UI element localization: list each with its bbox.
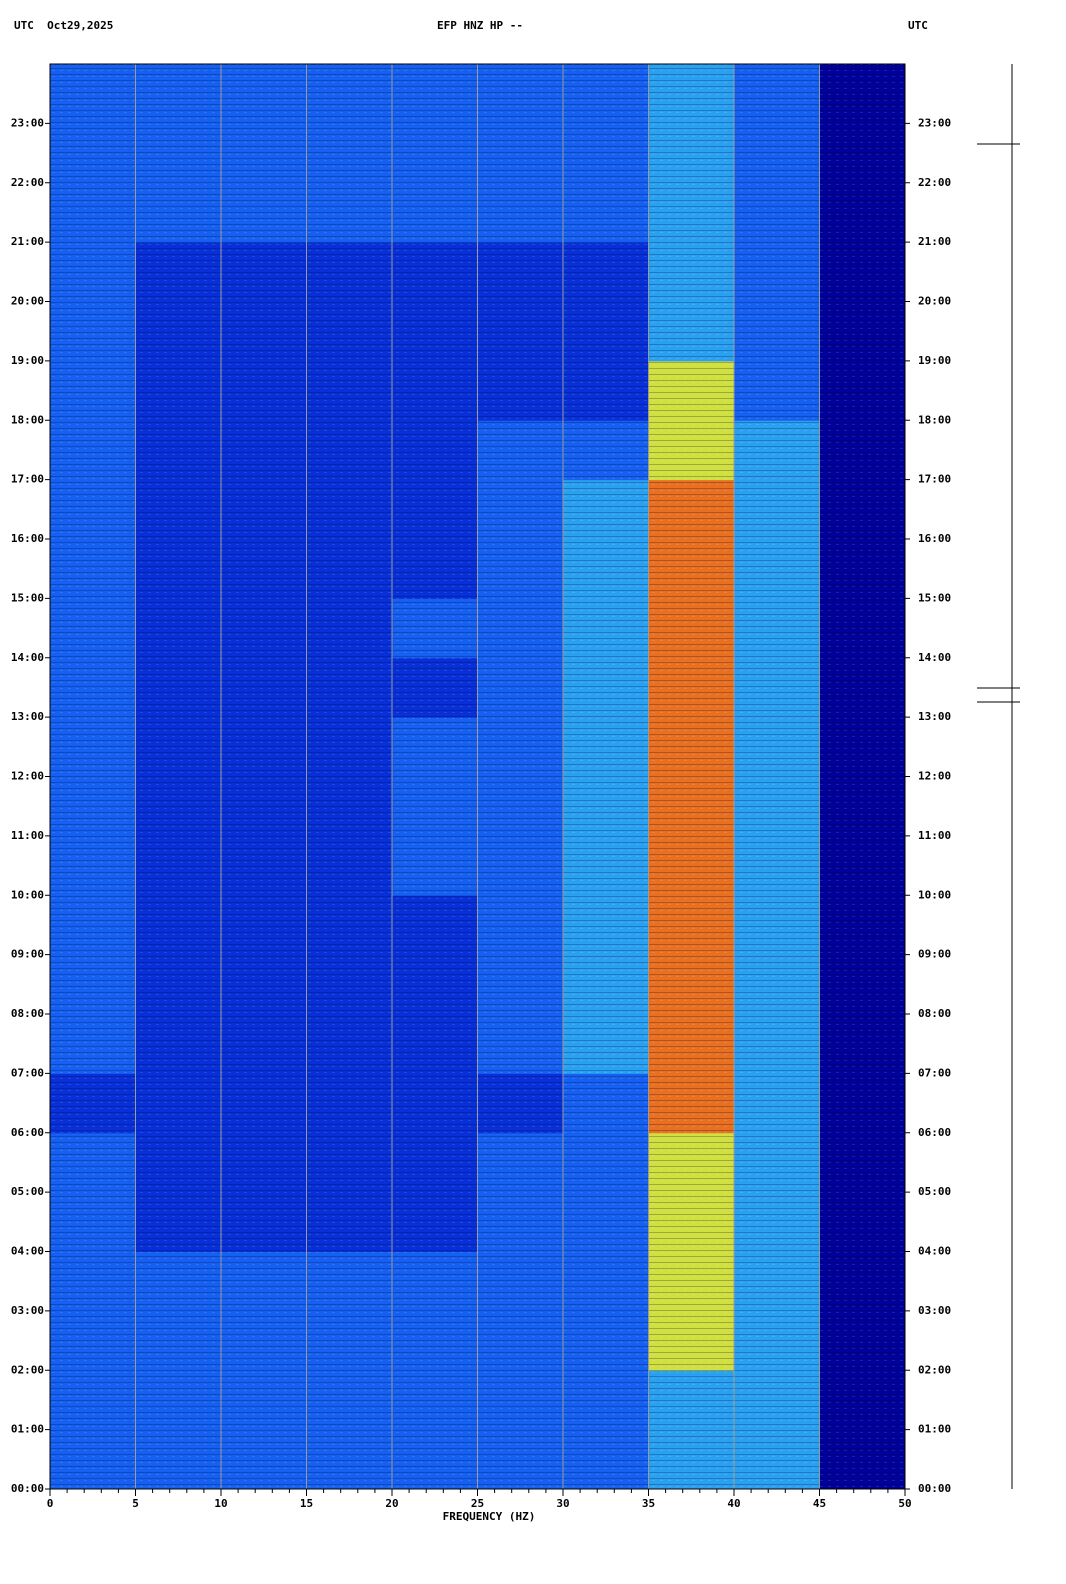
- y-tick-label-right: 08:00: [918, 1007, 951, 1020]
- x-tick-label: 30: [556, 1497, 569, 1510]
- trace: [977, 64, 1020, 1489]
- header-right: UTC: [908, 19, 928, 32]
- y-tick-label-right: 17:00: [918, 473, 951, 486]
- y-tick-label: 10:00: [11, 888, 44, 901]
- y-tick-label: 08:00: [11, 1007, 44, 1020]
- y-tick-label: 05:00: [11, 1185, 44, 1198]
- y-tick-label: 01:00: [11, 1423, 44, 1436]
- y-tick-label-right: 02:00: [918, 1363, 951, 1376]
- x-tick-label: 45: [813, 1497, 826, 1510]
- x-tick-label: 15: [300, 1497, 313, 1510]
- y-tick-label-right: 00:00: [918, 1482, 951, 1495]
- y-tick-label-right: 23:00: [918, 116, 951, 129]
- x-tick-label: 5: [132, 1497, 139, 1510]
- y-tick-label: 14:00: [11, 651, 44, 664]
- x-tick-label: 35: [642, 1497, 655, 1510]
- axes: 0 5 10 15 20 25 30 35 40 45 50 00:00 00:00 01:00 01:00…: [11, 64, 951, 1510]
- y-tick-label: 21:00: [11, 235, 44, 248]
- y-tick-label: 06:00: [11, 1126, 44, 1139]
- y-tick-label: 16:00: [11, 532, 44, 545]
- x-tick-label: 50: [898, 1497, 911, 1510]
- y-tick-label: 23:00: [11, 116, 44, 129]
- y-tick-label-right: 12:00: [918, 770, 951, 783]
- y-tick-label-right: 21:00: [918, 235, 951, 248]
- x-tick-label: 10: [214, 1497, 227, 1510]
- y-tick-label: 18:00: [11, 413, 44, 426]
- y-tick-label: 00:00: [11, 1482, 44, 1495]
- y-tick-label-right: 03:00: [918, 1304, 951, 1317]
- y-tick-label-right: 14:00: [918, 651, 951, 664]
- y-tick-label-right: 07:00: [918, 1066, 951, 1079]
- y-tick-label: 07:00: [11, 1066, 44, 1079]
- y-tick-label-right: 05:00: [918, 1185, 951, 1198]
- plot-frame: [49, 63, 906, 1490]
- y-tick-label: 03:00: [11, 1304, 44, 1317]
- y-tick-label-right: 22:00: [918, 176, 951, 189]
- y-tick-label-right: 09:00: [918, 948, 951, 961]
- y-tick-label-right: 20:00: [918, 295, 951, 308]
- x-axis-label: FREQUENCY (HZ): [443, 1510, 536, 1523]
- y-tick-label-right: 01:00: [918, 1423, 951, 1436]
- y-tick-label: 13:00: [11, 710, 44, 723]
- y-tick-label-right: 04:00: [918, 1245, 951, 1258]
- y-tick-label: 12:00: [11, 770, 44, 783]
- y-tick-label: 02:00: [11, 1363, 44, 1376]
- x-tick-label: 40: [727, 1497, 740, 1510]
- y-tick-label-right: 13:00: [918, 710, 951, 723]
- y-tick-label-right: 15:00: [918, 591, 951, 604]
- y-tick-label-right: 06:00: [918, 1126, 951, 1139]
- y-tick-label-right: 10:00: [918, 888, 951, 901]
- y-tick-label: 09:00: [11, 948, 44, 961]
- chart-title: EFP HNZ HP --: [437, 19, 523, 32]
- y-tick-label: 11:00: [11, 829, 44, 842]
- x-tick-label: 20: [385, 1497, 398, 1510]
- y-tick-label: 17:00: [11, 473, 44, 486]
- y-tick-label-right: 18:00: [918, 413, 951, 426]
- y-tick-label: 04:00: [11, 1245, 44, 1258]
- y-tick-label-right: 16:00: [918, 532, 951, 545]
- y-tick-label-right: 19:00: [918, 354, 951, 367]
- y-tick-label: 19:00: [11, 354, 44, 367]
- y-tick-label: 15:00: [11, 591, 44, 604]
- y-tick-label: 20:00: [11, 295, 44, 308]
- x-tick-label: 0: [47, 1497, 54, 1510]
- header-left: UTC Oct29,2025: [14, 19, 113, 32]
- y-tick-label-right: 11:00: [918, 829, 951, 842]
- x-tick-label: 25: [471, 1497, 484, 1510]
- y-tick-label: 22:00: [11, 176, 44, 189]
